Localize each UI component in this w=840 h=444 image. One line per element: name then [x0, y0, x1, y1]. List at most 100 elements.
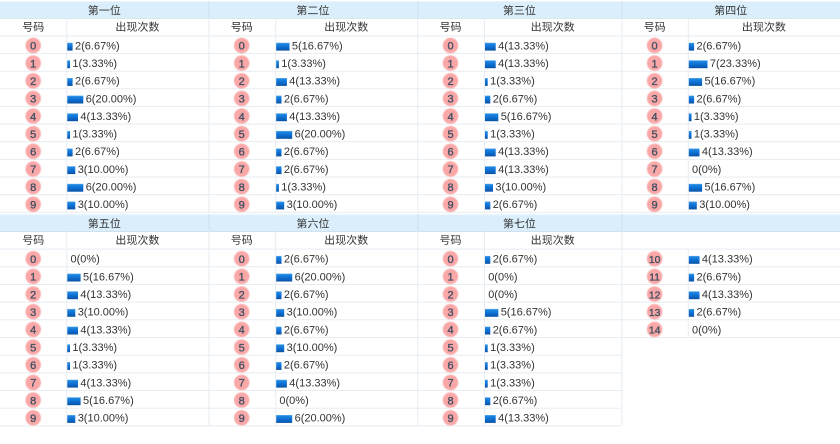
svg-text:4(13.33%): 4(13.33%): [80, 377, 131, 389]
svg-text:7: 7: [239, 164, 245, 176]
svg-text:4(13.33%): 4(13.33%): [702, 254, 753, 266]
svg-text:3: 3: [30, 94, 36, 106]
svg-text:1: 1: [30, 272, 36, 284]
svg-text:0: 0: [239, 41, 245, 53]
svg-text:0: 0: [30, 254, 36, 266]
svg-text:6: 6: [239, 147, 245, 159]
svg-text:9: 9: [239, 413, 245, 425]
svg-text:1(3.33%): 1(3.33%): [72, 129, 117, 141]
svg-text:9: 9: [239, 200, 245, 212]
svg-text:4(13.33%): 4(13.33%): [702, 289, 753, 301]
svg-text:6(20.00%): 6(20.00%): [86, 93, 137, 105]
svg-text:5(16.67%): 5(16.67%): [501, 111, 552, 123]
svg-text:8: 8: [447, 182, 453, 194]
svg-text:2(6.67%): 2(6.67%): [493, 254, 538, 266]
svg-text:7: 7: [30, 164, 36, 176]
svg-text:1(3.33%): 1(3.33%): [281, 182, 326, 194]
svg-text:3: 3: [30, 307, 36, 319]
svg-text:1(3.33%): 1(3.33%): [694, 129, 739, 141]
svg-text:7: 7: [239, 378, 245, 390]
svg-text:2(6.67%): 2(6.67%): [284, 324, 329, 336]
svg-text:3(10.00%): 3(10.00%): [495, 182, 546, 194]
svg-text:4(13.33%): 4(13.33%): [289, 377, 340, 389]
svg-text:4(13.33%): 4(13.33%): [289, 111, 340, 123]
svg-text:4(13.33%): 4(13.33%): [498, 58, 549, 70]
svg-text:4(13.33%): 4(13.33%): [289, 76, 340, 88]
svg-text:2: 2: [447, 289, 453, 301]
svg-text:6: 6: [447, 360, 453, 372]
svg-text:5(16.67%): 5(16.67%): [501, 307, 552, 319]
svg-text:9: 9: [30, 200, 36, 212]
svg-text:3(10.00%): 3(10.00%): [287, 199, 338, 211]
svg-text:5(16.67%): 5(16.67%): [83, 395, 134, 407]
svg-text:2(6.67%): 2(6.67%): [284, 164, 329, 176]
svg-text:1(3.33%): 1(3.33%): [72, 360, 117, 372]
svg-text:4(13.33%): 4(13.33%): [80, 324, 131, 336]
svg-text:2(6.67%): 2(6.67%): [284, 93, 329, 105]
svg-text:3: 3: [447, 307, 453, 319]
svg-text:4(13.33%): 4(13.33%): [498, 40, 549, 52]
svg-text:1(3.33%): 1(3.33%): [490, 129, 535, 141]
svg-text:1: 1: [652, 58, 658, 70]
svg-text:4: 4: [652, 111, 658, 123]
svg-text:4: 4: [239, 111, 245, 123]
svg-text:0(0%): 0(0%): [71, 254, 100, 266]
svg-text:4: 4: [30, 111, 36, 123]
svg-text:0(0%): 0(0%): [488, 289, 517, 301]
svg-text:6: 6: [447, 147, 453, 159]
svg-text:1(3.33%): 1(3.33%): [72, 342, 117, 354]
svg-text:9: 9: [447, 200, 453, 212]
svg-text:3(10.00%): 3(10.00%): [78, 307, 129, 319]
svg-text:3(10.00%): 3(10.00%): [287, 342, 338, 354]
svg-text:6: 6: [239, 360, 245, 372]
svg-text:6(20.00%): 6(20.00%): [295, 413, 346, 425]
svg-text:2(6.67%): 2(6.67%): [493, 93, 538, 105]
svg-text:2(6.67%): 2(6.67%): [284, 360, 329, 372]
svg-text:5: 5: [447, 129, 453, 141]
svg-text:2(6.67%): 2(6.67%): [493, 395, 538, 407]
svg-text:8: 8: [239, 395, 245, 407]
svg-text:2(6.67%): 2(6.67%): [75, 40, 120, 52]
svg-text:0: 0: [30, 41, 36, 53]
svg-text:1(3.33%): 1(3.33%): [72, 58, 117, 70]
svg-text:4(13.33%): 4(13.33%): [702, 146, 753, 158]
svg-text:2(6.67%): 2(6.67%): [697, 40, 742, 52]
svg-text:2(6.67%): 2(6.67%): [493, 324, 538, 336]
svg-text:7(23.33%): 7(23.33%): [710, 58, 761, 70]
svg-text:1: 1: [239, 58, 245, 70]
svg-text:5(16.67%): 5(16.67%): [292, 40, 343, 52]
svg-text:0: 0: [447, 41, 453, 53]
svg-text:11: 11: [649, 273, 660, 284]
svg-text:5(16.67%): 5(16.67%): [705, 76, 756, 88]
svg-text:8: 8: [652, 182, 658, 194]
svg-text:8: 8: [30, 395, 36, 407]
svg-text:2: 2: [239, 76, 245, 88]
svg-text:3(10.00%): 3(10.00%): [78, 164, 129, 176]
svg-text:2: 2: [447, 76, 453, 88]
svg-text:4(13.33%): 4(13.33%): [80, 289, 131, 301]
svg-text:8: 8: [30, 182, 36, 194]
svg-text:1: 1: [239, 272, 245, 284]
svg-text:0: 0: [239, 254, 245, 266]
svg-text:2(6.67%): 2(6.67%): [493, 199, 538, 211]
svg-text:3(10.00%): 3(10.00%): [699, 199, 750, 211]
svg-text:6: 6: [30, 360, 36, 372]
svg-text:1(3.33%): 1(3.33%): [281, 58, 326, 70]
svg-text:1: 1: [447, 272, 453, 284]
svg-text:2: 2: [239, 289, 245, 301]
svg-text:3: 3: [652, 94, 658, 106]
svg-text:4(13.33%): 4(13.33%): [498, 413, 549, 425]
svg-text:0(0%): 0(0%): [692, 164, 721, 176]
svg-text:4(13.33%): 4(13.33%): [498, 146, 549, 158]
svg-text:2(6.67%): 2(6.67%): [697, 271, 742, 283]
svg-text:0: 0: [447, 254, 453, 266]
svg-text:2(6.67%): 2(6.67%): [284, 254, 329, 266]
svg-text:6(20.00%): 6(20.00%): [295, 271, 346, 283]
svg-text:4(13.33%): 4(13.33%): [80, 111, 131, 123]
svg-text:7: 7: [652, 164, 658, 176]
svg-text:1(3.33%): 1(3.33%): [490, 360, 535, 372]
svg-text:9: 9: [30, 413, 36, 425]
svg-text:0: 0: [652, 41, 658, 53]
svg-text:1: 1: [30, 58, 36, 70]
svg-text:1(3.33%): 1(3.33%): [490, 377, 535, 389]
